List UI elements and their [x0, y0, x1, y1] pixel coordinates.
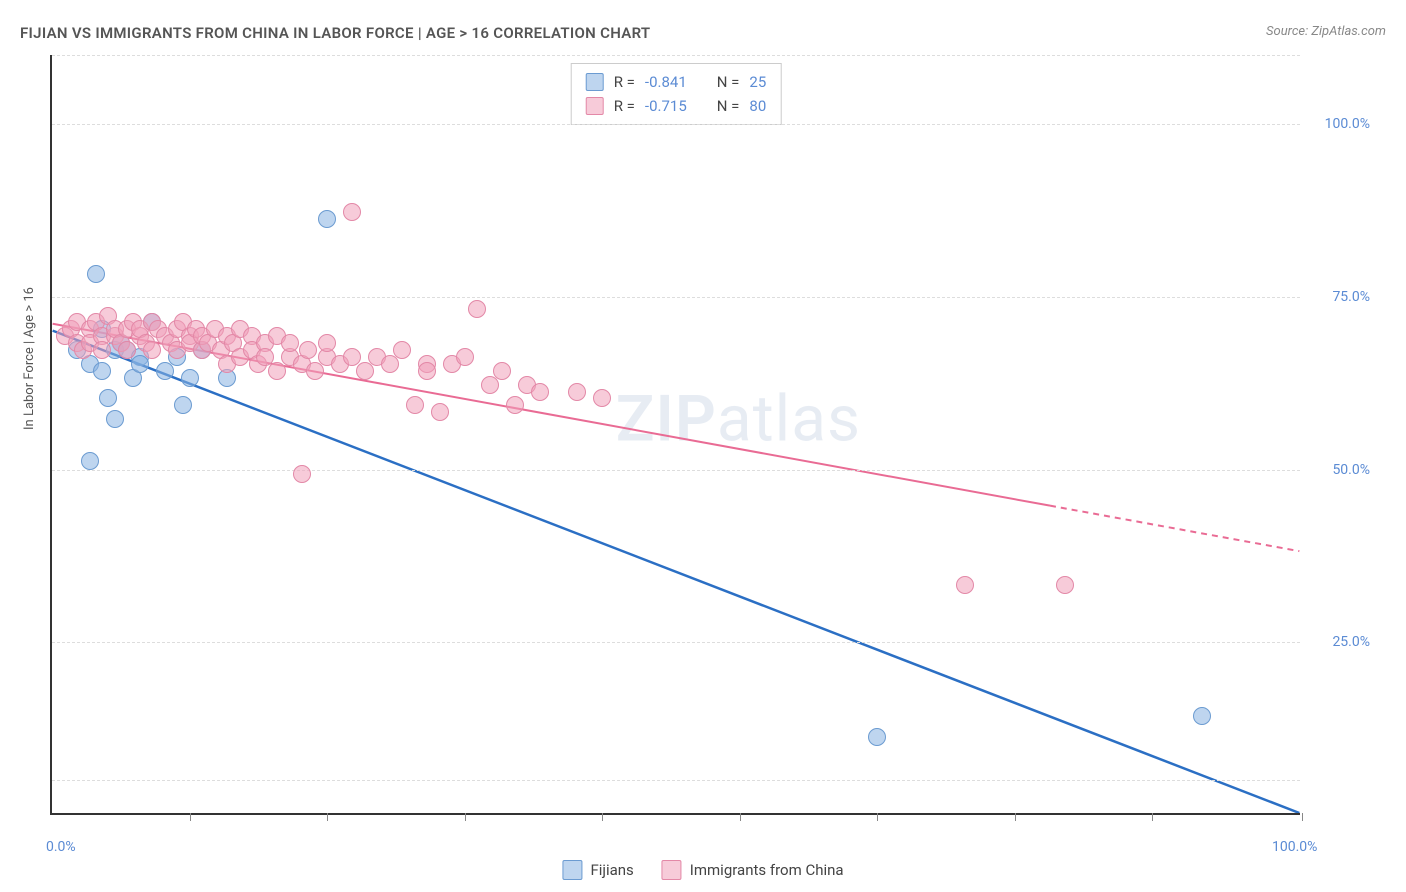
data-point	[318, 334, 336, 352]
data-point	[268, 362, 286, 380]
y-tick-label: 100.0%	[1325, 116, 1370, 132]
x-tick	[1302, 813, 1303, 821]
gridline	[52, 55, 1300, 56]
data-point	[281, 334, 299, 352]
stats-r-value: -0.715	[645, 94, 687, 118]
gridline	[52, 297, 1300, 298]
x-tick	[877, 813, 878, 821]
stats-r-label: R =	[614, 94, 635, 118]
stats-row: R = -0.715 N = 80	[586, 94, 767, 118]
y-tick-label: 50.0%	[1332, 462, 1370, 478]
data-point	[406, 396, 424, 414]
x-tick	[327, 813, 328, 821]
data-point	[393, 341, 411, 359]
y-tick-label: 75.0%	[1332, 289, 1370, 305]
data-point	[956, 576, 974, 594]
data-point	[299, 341, 317, 359]
data-point	[868, 728, 886, 746]
data-point	[156, 362, 174, 380]
x-tick-label: 100.0%	[1272, 839, 1317, 855]
x-tick	[465, 813, 466, 821]
stats-box: R = -0.841 N = 25 R = -0.715 N = 80	[571, 63, 782, 125]
data-point	[431, 403, 449, 421]
data-point	[418, 362, 436, 380]
data-point	[118, 341, 136, 359]
watermark: ZIPatlas	[616, 381, 861, 456]
data-point	[174, 396, 192, 414]
stats-row: R = -0.841 N = 25	[586, 70, 767, 94]
data-point	[356, 362, 374, 380]
legend-swatch	[662, 860, 682, 880]
trendlines-svg	[52, 55, 1300, 813]
gridline	[52, 470, 1300, 471]
data-point	[106, 410, 124, 428]
stats-n-label: N =	[717, 94, 740, 118]
x-tick	[602, 813, 603, 821]
x-tick	[190, 813, 191, 821]
x-tick	[1152, 813, 1153, 821]
data-point	[381, 355, 399, 373]
data-point	[306, 362, 324, 380]
data-point	[143, 341, 161, 359]
data-point	[87, 265, 105, 283]
data-point	[293, 465, 311, 483]
chart-title: FIJIAN VS IMMIGRANTS FROM CHINA IN LABOR…	[20, 24, 650, 42]
data-point	[131, 355, 149, 373]
data-point	[81, 452, 99, 470]
data-point	[93, 341, 111, 359]
data-point	[1056, 576, 1074, 594]
stats-r-value: -0.841	[645, 70, 687, 94]
stats-n-value: 80	[749, 94, 766, 118]
data-point	[181, 369, 199, 387]
gridline	[52, 124, 1300, 125]
data-point	[531, 383, 549, 401]
legend-label: Immigrants from China	[690, 861, 844, 879]
legend: Fijians Immigrants from China	[562, 860, 843, 880]
data-point	[593, 389, 611, 407]
data-point	[456, 348, 474, 366]
data-point	[481, 376, 499, 394]
stats-n-label: N =	[717, 70, 740, 94]
stats-r-label: R =	[614, 70, 635, 94]
data-point	[493, 362, 511, 380]
stats-swatch	[586, 97, 604, 115]
gridline	[52, 780, 1300, 781]
legend-item: Immigrants from China	[662, 860, 844, 880]
x-tick	[740, 813, 741, 821]
source-label: Source: ZipAtlas.com	[1266, 24, 1386, 39]
data-point	[318, 210, 336, 228]
legend-label: Fijians	[590, 861, 633, 879]
gridline	[52, 642, 1300, 643]
x-tick-label: 0.0%	[46, 839, 76, 855]
y-axis-label: In Labor Force | Age > 16	[22, 287, 37, 430]
data-point	[343, 203, 361, 221]
plot-area: ZIPatlas R = -0.841 N = 25R = -0.715 N = 80 25…	[50, 55, 1300, 815]
stats-n-value: 25	[749, 70, 766, 94]
data-point	[99, 389, 117, 407]
legend-item: Fijians	[562, 860, 633, 880]
data-point	[568, 383, 586, 401]
data-point	[468, 300, 486, 318]
y-tick-label: 25.0%	[1332, 634, 1370, 650]
data-point	[93, 362, 111, 380]
data-point	[506, 396, 524, 414]
legend-swatch	[562, 860, 582, 880]
x-tick	[1015, 813, 1016, 821]
data-point	[1193, 707, 1211, 725]
stats-swatch	[586, 73, 604, 91]
